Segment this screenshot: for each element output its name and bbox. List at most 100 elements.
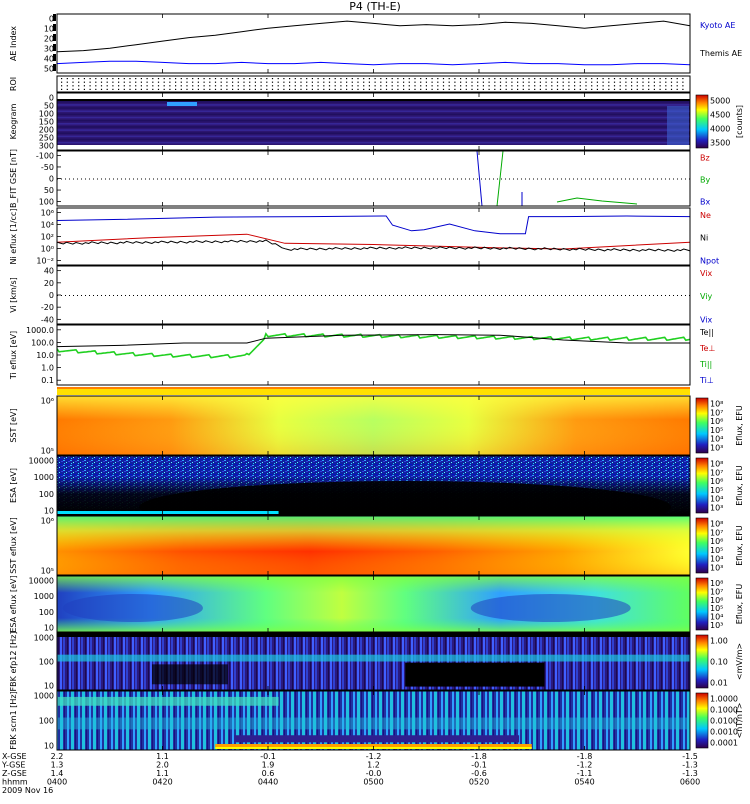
roi-dot (619, 81, 621, 83)
roi-dot (340, 88, 342, 90)
bfield-zero-dot (229, 178, 230, 180)
roi-dot (460, 85, 462, 87)
roi-dot (123, 85, 125, 87)
roi-dot (169, 81, 171, 83)
ae-series-line (56, 60, 691, 66)
roi-dot (505, 78, 507, 80)
roi-dot (357, 85, 359, 87)
roi-dot (556, 88, 559, 90)
roi-dot (477, 85, 479, 87)
roi-dot (539, 85, 541, 87)
bfield-zero-dot (573, 178, 574, 180)
bfield-zero-dot (373, 178, 374, 180)
roi-dot (579, 78, 581, 80)
panel-density-ytick: 10² (41, 233, 54, 242)
roi-dot (351, 85, 353, 87)
panel-esa1-colorbar-unit: Eflux, EFU (735, 465, 744, 506)
panel-temperature-legend-item: Te|| (699, 328, 714, 337)
bfield-zero-dot (617, 178, 618, 180)
bfield-zero-dot (81, 178, 82, 180)
velocity-zero-dot (629, 295, 630, 296)
bfield-zero-dot (217, 178, 218, 180)
roi-dot (180, 85, 182, 87)
roi-dot (317, 85, 319, 87)
roi-dot (129, 88, 131, 90)
panel-velocity: Vi [km/s] 40 20 0 -20 -40 Vix Viy Vix (9, 265, 713, 325)
roi-dot (471, 85, 473, 87)
roi-dot (551, 88, 553, 90)
velocity-zero-dot (229, 295, 230, 296)
roi-dot (642, 88, 644, 90)
roi-dot (203, 81, 205, 83)
velocity-zero-dot (373, 295, 374, 296)
panel-sst2-colorbar-tick: 10⁸ (710, 520, 723, 529)
velocity-zero-dot (149, 295, 150, 296)
velocity-zero-dot (125, 295, 126, 296)
panel-velocity-ytick: -20 (41, 303, 54, 312)
roi-dot (465, 81, 467, 83)
velocity-zero-dot (669, 295, 670, 296)
roi-dot (391, 88, 393, 90)
roi-dot (249, 88, 251, 90)
velocity-zero-dot (549, 295, 550, 296)
keogram-stripe (57, 141, 690, 144)
roi-dot (613, 88, 616, 90)
panel-bfield-ytick: 50 (44, 186, 54, 195)
velocity-zero-dot (361, 295, 362, 296)
roi-dot (494, 88, 496, 90)
roi-dot (123, 78, 125, 80)
velocity-zero-dot (405, 295, 406, 296)
bfield-zero-dot (389, 178, 390, 180)
roi-dot (385, 78, 388, 80)
panel-fbk1-colorbar-tick: 0.01 (710, 679, 728, 688)
plot-title: P4 (TH-E) (349, 0, 401, 13)
roi-dot (574, 78, 576, 80)
fbk2-dark-band (234, 735, 520, 743)
bfield-zero-dot (393, 178, 394, 180)
bfield-zero-dot (153, 178, 154, 180)
roi-dot (471, 78, 473, 80)
velocity-zero-dot (613, 295, 614, 296)
panel-sst2-colorbar-tick: 10⁶ (710, 537, 723, 546)
roi-dot (454, 88, 456, 90)
panel-esa1-colorbar-tick: 10⁷ (710, 468, 723, 477)
roi-dot (579, 88, 581, 90)
panel-keogram-ytick: 50 (44, 102, 54, 111)
roi-dot (277, 78, 279, 80)
velocity-zero-dot (409, 295, 410, 296)
roi-dot (203, 85, 205, 87)
bfield-zero-dot (537, 178, 538, 180)
bfield-zero-dot (649, 178, 650, 180)
roi-dot (448, 88, 450, 90)
roi-dot (522, 85, 524, 87)
bfield-zero-dot (429, 178, 430, 180)
roi-dot (163, 88, 165, 90)
roi-dot (648, 78, 650, 80)
roi-dot (135, 78, 137, 80)
roi-dot (140, 85, 142, 87)
bfield-zero-dot (261, 178, 262, 180)
roi-dot (89, 78, 91, 80)
footer-value: 0.6 (262, 769, 275, 778)
bfield-zero-dot (269, 178, 270, 180)
roi-dot (437, 78, 439, 80)
keogram-stripe (57, 119, 690, 122)
roi-dot (311, 78, 313, 80)
roi-dot (631, 78, 633, 80)
roi-dot (385, 85, 388, 87)
roi-dot (676, 78, 678, 80)
panel-esa2-colorbar-tick: 10⁵ (710, 604, 723, 613)
roi-dot (477, 88, 479, 90)
roi-dot (283, 81, 285, 83)
panel-esa2-colorbar (695, 577, 709, 631)
velocity-zero-dot (337, 295, 338, 296)
roi-dot (391, 78, 393, 80)
bfield-zero-dot (625, 178, 626, 180)
roi-dot (118, 81, 120, 83)
roi-dot (66, 78, 68, 80)
roi-dot (72, 81, 74, 83)
esa1-bottom-edge (57, 511, 279, 514)
panel-ae-ytick: 20 (44, 35, 54, 44)
velocity-zero-dot (633, 295, 634, 296)
roi-dot (61, 78, 63, 80)
